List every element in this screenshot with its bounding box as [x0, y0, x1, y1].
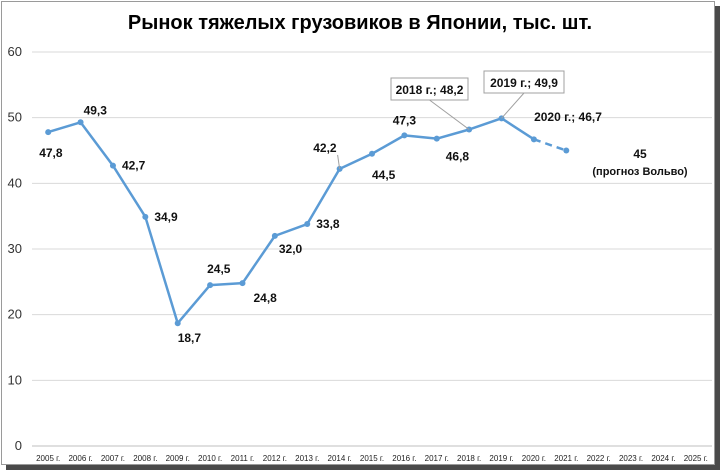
x-tick-label: 2021 г.: [554, 454, 578, 463]
chart-frame: [1, 1, 715, 465]
data-label: 2019 г.; 49,9: [490, 76, 558, 90]
chart-title: Рынок тяжелых грузовиков в Японии, тыс. …: [128, 12, 592, 34]
callout-leader: [501, 92, 525, 119]
forecast-note: (прогноз Вольво): [592, 166, 688, 178]
x-tick-label: 2016 г.: [392, 454, 416, 463]
data-label: 47,3: [393, 113, 417, 127]
data-point: [369, 150, 375, 157]
data-point: [304, 221, 311, 228]
y-tick-label: 30: [8, 241, 22, 256]
label-leader: [337, 154, 341, 169]
y-tick-label: 60: [8, 44, 22, 59]
callout-box: [483, 70, 565, 94]
x-axis-ticks: 2005 г. 2006 г. 2007 г. 2008 г. 2009 г. 2010 …: [36, 454, 708, 463]
data-label: 49,3: [84, 103, 108, 117]
series-line-actual: [47, 117, 535, 325]
data-label: 24,5: [207, 262, 231, 276]
data-point: [563, 147, 570, 154]
data-label: 42,7: [122, 159, 146, 173]
x-tick-label: 2012 г.: [263, 454, 287, 463]
data-label: 18,7: [178, 331, 202, 345]
y-tick-label: 40: [8, 175, 22, 190]
data-points: [45, 115, 570, 327]
data-labels: 47,8 49,3 42,7 34,9 18,7 24,5 24,8 32,0 33,8 42,2…: [39, 70, 688, 345]
data-point: [45, 129, 52, 136]
x-tick-label: 2010 г.: [198, 454, 222, 463]
x-tick-label: 2019 г.: [489, 454, 513, 463]
data-point: [239, 280, 246, 287]
callout-box: [390, 77, 469, 101]
y-tick-label: 10: [8, 372, 22, 387]
x-tick-label: 2008 г.: [133, 454, 157, 463]
x-tick-label: 2025 г.: [684, 454, 708, 463]
data-point: [77, 119, 84, 126]
callout-leader: [429, 99, 470, 130]
x-tick-label: 2005 г.: [36, 454, 60, 463]
data-label: 42,2: [313, 141, 337, 155]
data-label: 33,8: [316, 217, 340, 231]
x-tick-label: 2024 г.: [651, 454, 675, 463]
data-label: 2020 г.; 46,7: [534, 110, 602, 124]
data-label: 34,9: [154, 210, 178, 224]
data-point: [109, 162, 116, 169]
data-point: [530, 136, 537, 143]
data-label: 24,8: [253, 291, 277, 305]
data-label: 2018 г.; 48,2: [396, 83, 464, 97]
data-point: [207, 282, 214, 289]
y-tick-label: 20: [8, 307, 22, 322]
y-tick-label: 50: [8, 110, 22, 125]
x-tick-label: 2022 г.: [587, 454, 611, 463]
data-label: 45: [633, 147, 647, 161]
x-tick-label: 2015 г.: [360, 454, 384, 463]
x-tick-label: 2007 г.: [101, 454, 125, 463]
data-point: [174, 320, 181, 327]
data-point: [142, 213, 149, 220]
data-point: [433, 135, 440, 142]
y-tick-label: 0: [15, 438, 22, 453]
data-point: [401, 132, 408, 139]
series-line: [47, 117, 567, 325]
data-label: 44,5: [372, 168, 396, 182]
x-tick-label: 2011 г.: [231, 454, 255, 463]
x-tick-label: 2014 г.: [328, 454, 352, 463]
x-tick-label: 2009 г.: [166, 454, 190, 463]
data-label: 47,8: [39, 146, 63, 160]
gridlines: [32, 51, 712, 447]
x-tick-label: 2006 г.: [68, 454, 92, 463]
x-tick-label: 2013 г.: [295, 454, 319, 463]
y-axis-ticks: 0 10 20 30 40 50 60: [8, 44, 22, 453]
data-label: 46,8: [446, 150, 470, 164]
x-tick-label: 2017 г.: [425, 454, 449, 463]
x-tick-label: 2018 г.: [457, 454, 481, 463]
x-tick-label: 2020 г.: [522, 454, 546, 463]
data-point: [271, 232, 278, 239]
series-line-forecast: [533, 138, 567, 152]
x-tick-label: 2023 г.: [619, 454, 643, 463]
data-label: 32,0: [279, 242, 303, 256]
